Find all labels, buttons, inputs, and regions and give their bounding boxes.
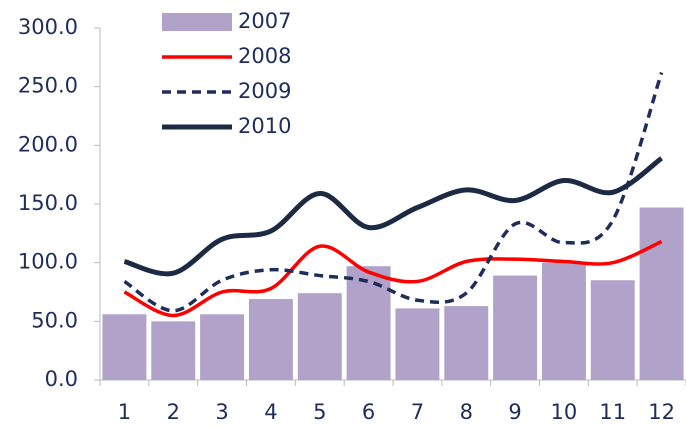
legend-label: 2008 xyxy=(238,44,291,68)
x-tick-label: 9 xyxy=(508,400,521,424)
legend-label: 2010 xyxy=(238,114,291,138)
line-series xyxy=(123,156,664,277)
bar xyxy=(590,280,635,380)
bar xyxy=(248,299,293,380)
x-tick-label: 12 xyxy=(648,400,675,424)
bar xyxy=(346,266,391,380)
x-tick-label: 7 xyxy=(411,400,424,424)
bar xyxy=(200,314,245,380)
bar xyxy=(541,262,586,380)
legend-label: 2007 xyxy=(238,9,291,33)
x-tick-label: 4 xyxy=(264,400,277,424)
bar xyxy=(493,275,538,380)
line-series xyxy=(123,72,664,313)
y-tick-label: 150.0 xyxy=(18,191,78,215)
x-tick-label: 11 xyxy=(599,400,626,424)
y-tick-label: 200.0 xyxy=(18,132,78,156)
bar xyxy=(297,293,342,380)
bar xyxy=(639,207,684,380)
x-tick-label: 8 xyxy=(460,400,473,424)
x-tick-label: 10 xyxy=(551,400,578,424)
x-tick-label: 1 xyxy=(118,400,131,424)
bar xyxy=(395,308,440,380)
y-tick-label: 50.0 xyxy=(31,308,78,332)
x-tick-label: 6 xyxy=(362,400,375,424)
bar xyxy=(151,321,196,380)
x-tick-label: 2 xyxy=(167,400,180,424)
legend-swatch xyxy=(162,13,232,31)
y-tick-label: 300.0 xyxy=(18,15,78,39)
y-tick-label: 250.0 xyxy=(18,74,78,98)
x-tick-label: 3 xyxy=(215,400,228,424)
bar xyxy=(444,306,489,380)
x-tick-label: 5 xyxy=(313,400,326,424)
bar xyxy=(102,314,147,380)
y-tick-label: 0.0 xyxy=(45,367,78,391)
legend-label: 2009 xyxy=(238,79,291,103)
y-tick-label: 100.0 xyxy=(18,250,78,274)
line-series xyxy=(123,239,663,318)
